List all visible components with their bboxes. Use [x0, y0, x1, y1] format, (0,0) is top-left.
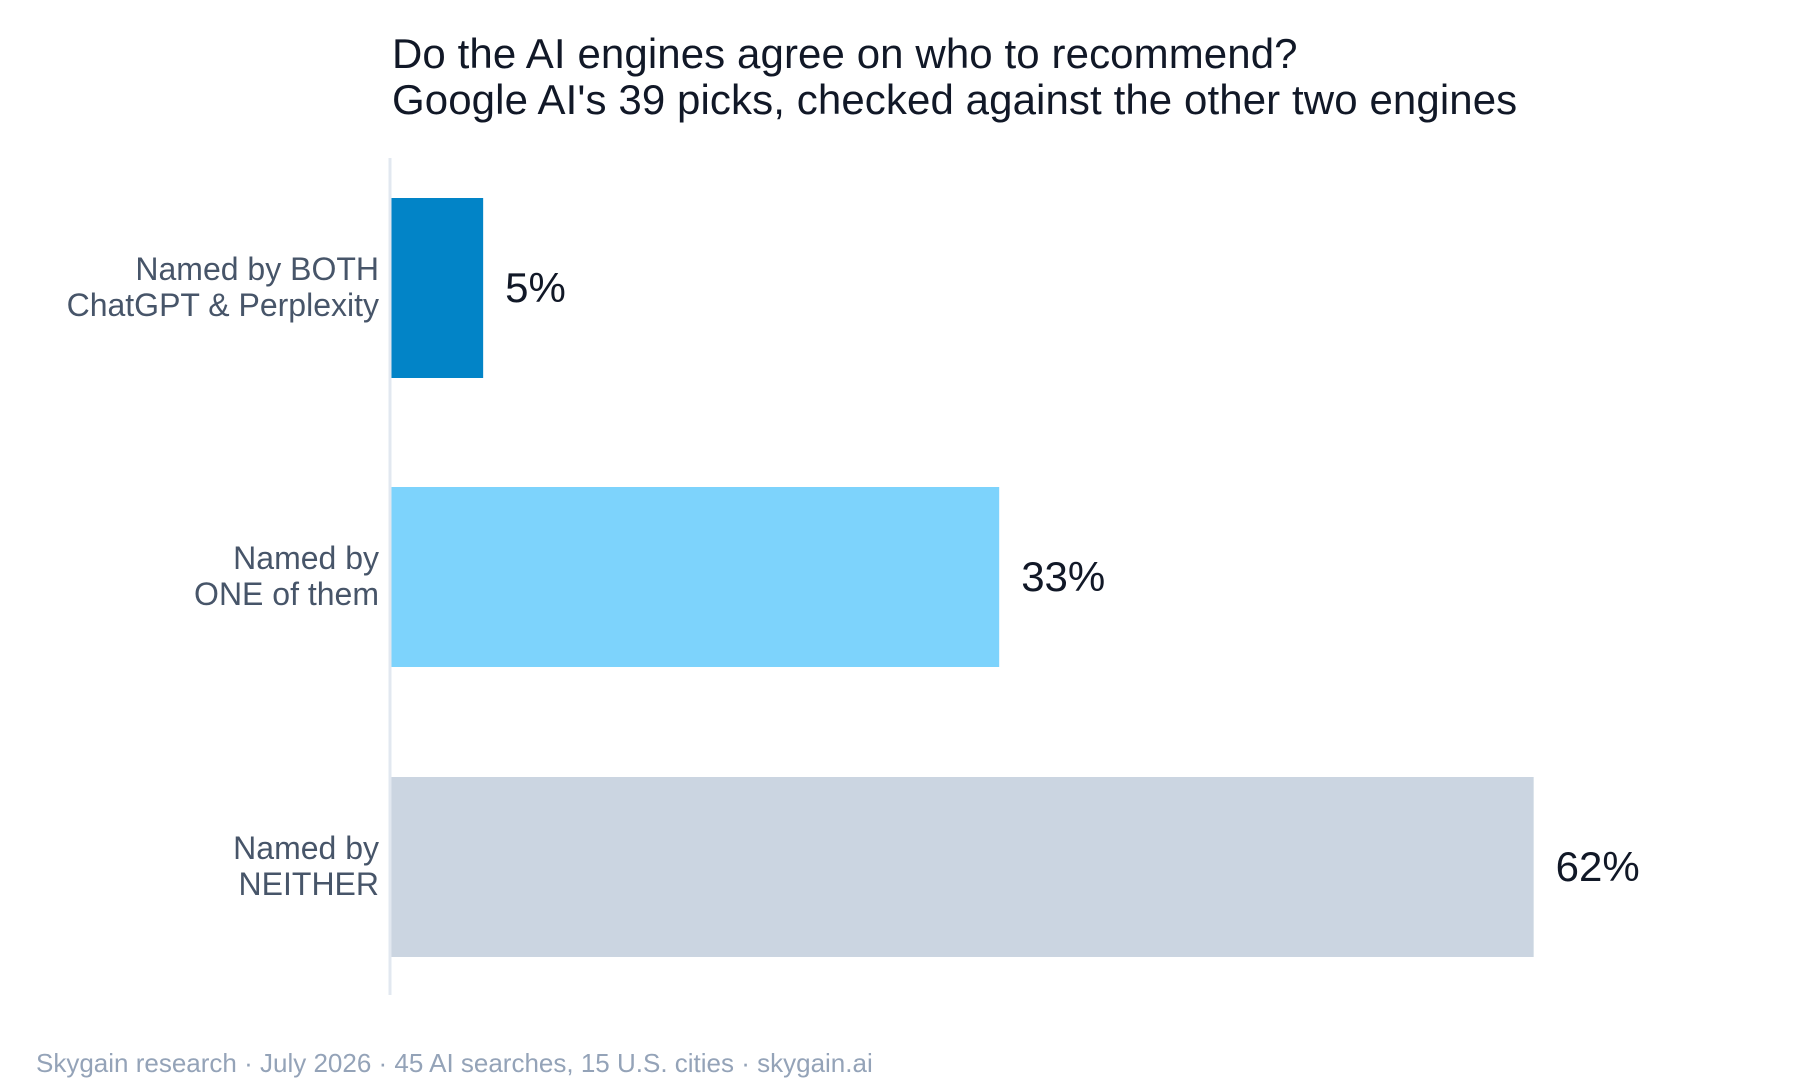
- chart-title: Do the AI engines agree on who to recomm…: [392, 30, 1298, 77]
- category-label-0-0: Named by BOTH: [135, 251, 379, 287]
- footer-source: Skygain research · July 2026 · 45 AI sea…: [36, 1048, 873, 1078]
- category-label-2-1: NEITHER: [239, 866, 379, 902]
- chart-subtitle: Google AI's 39 picks, checked against th…: [392, 76, 1518, 123]
- value-label-0: 5%: [505, 264, 566, 311]
- bar-0: [391, 198, 484, 378]
- bar-2: [391, 777, 1534, 957]
- value-label-2: 62%: [1556, 843, 1640, 890]
- category-label-1-0: Named by: [233, 540, 379, 576]
- category-label-1-1: ONE of them: [194, 576, 379, 612]
- category-label-0-1: ChatGPT & Perplexity: [67, 287, 379, 323]
- value-label-1: 33%: [1021, 553, 1105, 600]
- bar-1: [391, 487, 1000, 667]
- category-label-2-0: Named by: [233, 830, 379, 866]
